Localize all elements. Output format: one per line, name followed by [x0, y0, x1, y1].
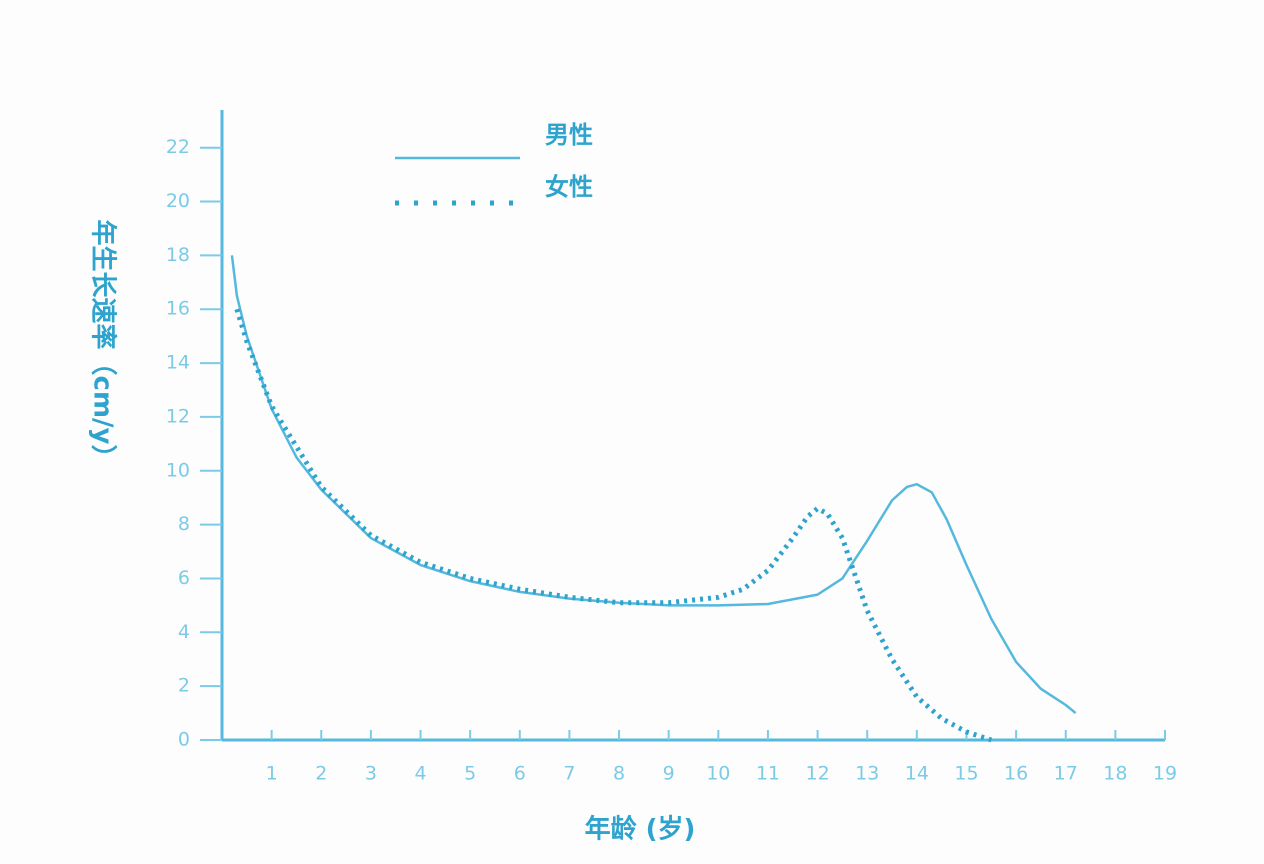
x-tick-label: 2: [315, 763, 327, 785]
x-tick-label: 12: [805, 763, 829, 785]
y-tick-label: 0: [178, 729, 190, 751]
x-tick-label: 5: [464, 763, 476, 785]
y-tick-label: 22: [166, 136, 190, 158]
x-tick-label: 9: [663, 763, 675, 785]
y-tick-label: 8: [178, 513, 190, 535]
y-tick-label: 14: [166, 352, 190, 374]
y-tick-label: 16: [166, 298, 190, 320]
legend-label: 男性: [545, 121, 593, 149]
x-tick-label: 19: [1153, 763, 1177, 785]
y-axis-title: 年生长速率（cm/y）: [88, 220, 119, 471]
y-tick-label: 18: [166, 244, 190, 266]
x-tick-label: 14: [905, 763, 929, 785]
x-tick-label: 18: [1103, 763, 1127, 785]
x-tick-label: 4: [414, 763, 426, 785]
y-tick-label: 20: [166, 190, 190, 212]
legend-label: 女性: [545, 173, 593, 201]
x-tick-label: 10: [706, 763, 730, 785]
x-tick-label: 11: [756, 763, 780, 785]
x-tick-label: 7: [563, 763, 575, 785]
x-tick-label: 6: [514, 763, 526, 785]
y-tick-label: 4: [178, 621, 190, 643]
x-tick-label: 15: [954, 763, 978, 785]
x-tick-label: 3: [365, 763, 377, 785]
x-tick-label: 13: [855, 763, 879, 785]
x-tick-label: 16: [1004, 763, 1028, 785]
y-tick-label: 2: [178, 675, 190, 697]
x-tick-label: 1: [266, 763, 278, 785]
x-tick-label: 17: [1054, 763, 1078, 785]
x-axis-title: 年龄 (岁): [585, 814, 696, 845]
x-tick-label: 8: [613, 763, 625, 785]
y-tick-label: 6: [178, 567, 190, 589]
series-line: [230, 255, 1077, 715]
y-tick-label: 12: [166, 405, 190, 427]
y-tick-label: 10: [166, 459, 190, 481]
